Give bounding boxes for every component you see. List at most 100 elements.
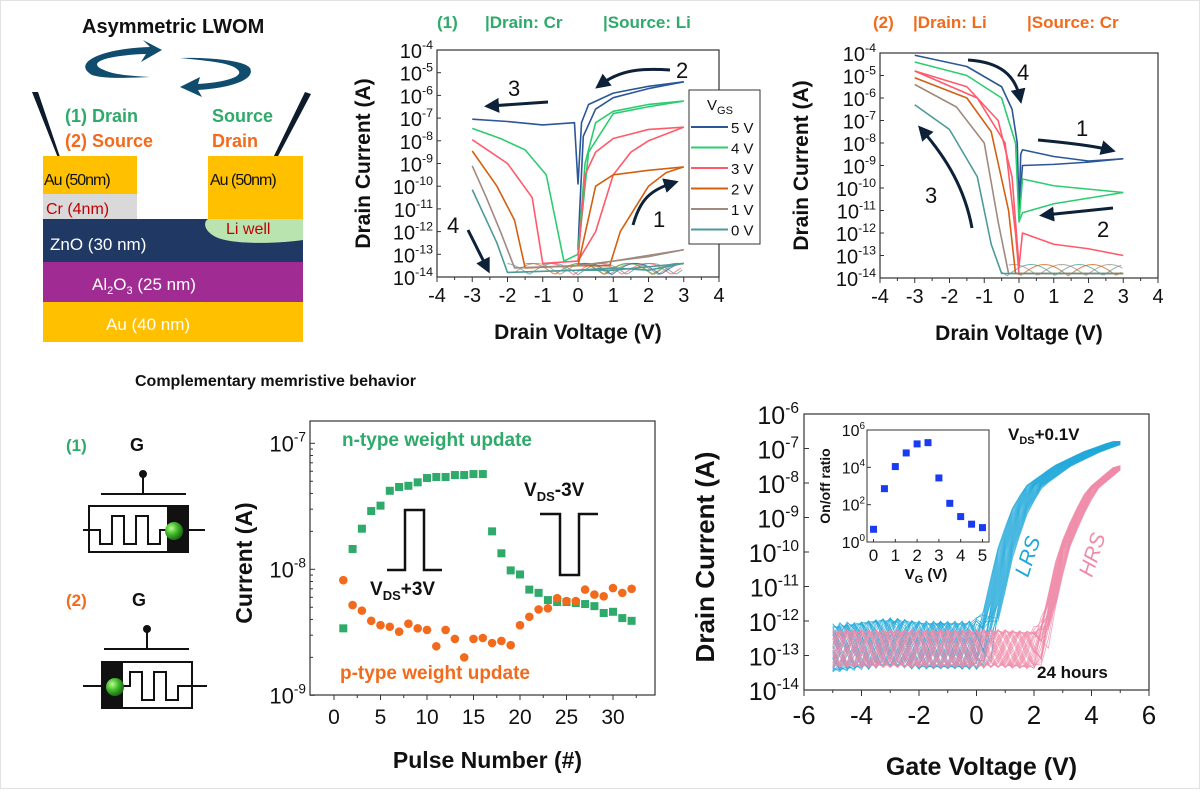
section-title: Complementary memristive behavior — [135, 373, 416, 390]
y-tick-label: 10-9 — [757, 503, 799, 533]
plot-area — [914, 54, 1124, 277]
plot-area — [832, 441, 1121, 673]
ion-ball-2-icon — [106, 678, 124, 696]
layer-cr-label: Cr (4nm) — [46, 201, 109, 218]
layer-li-well-label: Li well — [226, 221, 270, 238]
arrow-3-icon — [484, 97, 549, 113]
right-label-drain: Drain — [212, 131, 258, 151]
noise-1v — [1008, 264, 1123, 276]
annotation-4: 4 — [447, 213, 459, 238]
x-tick-label: -3 — [463, 285, 481, 307]
annotation-2: 2 — [1097, 217, 1109, 242]
n-type-point — [450, 471, 459, 480]
y-tick-label: 10-9 — [843, 154, 876, 179]
legend-entry: 4 V — [731, 141, 754, 158]
positive-pulse-icon — [387, 508, 442, 572]
rotation-arrows-icon — [85, 40, 251, 97]
y-axis-label: Drain Current (A) — [690, 452, 720, 663]
y-tick-label: 10-7 — [269, 429, 306, 456]
arrow-1-icon — [1037, 138, 1116, 155]
chart-pulse: 10-7 10-8 10-9 0 5 10 15 20 25 30 Pulse Number (#)… — [231, 420, 656, 773]
memristor-symbol-1: (1) G — [66, 435, 205, 553]
inset-point — [924, 439, 932, 447]
arrow-4-icon — [466, 229, 490, 274]
y-tick-label: 10-10 — [749, 538, 800, 568]
y-tick-label: 10-5 — [843, 64, 876, 89]
layer-au-bottom — [43, 302, 303, 342]
p-type-point — [432, 641, 441, 651]
y-tick-label: 10-6 — [400, 83, 433, 108]
p-type-point — [450, 634, 460, 644]
inset-point — [870, 525, 878, 533]
x-axis-label: Drain Voltage (V) — [494, 321, 662, 344]
p-type-point — [469, 634, 478, 644]
legend: VGS 5 V 4 V 3 V 2 V 1 V 0 V — [688, 89, 761, 245]
noise-1v — [514, 262, 681, 275]
x-tick-label: 15 — [462, 706, 485, 729]
layer-cr — [43, 194, 137, 219]
p-type-point — [441, 625, 450, 635]
series-2v-forward — [914, 77, 1124, 275]
p-type-point — [348, 600, 357, 610]
p-type-point — [394, 627, 404, 636]
arrow-2-icon — [595, 67, 671, 89]
x-tick-label: -4 — [850, 700, 873, 730]
p-type-point — [339, 575, 348, 585]
hrs-sweep — [832, 469, 1121, 669]
symbol-2-gate: G — [132, 590, 146, 610]
p-type-point — [478, 633, 488, 643]
p-type-point — [562, 596, 571, 606]
x-tick-label: -2 — [499, 285, 517, 307]
legend-title: VGS — [707, 97, 733, 117]
y-tick-label: 10-11 — [750, 572, 799, 602]
y-tick-label: 10-12 — [836, 221, 876, 246]
annotation-3: 3 — [925, 183, 937, 208]
chart-gate-transfer: 10-610-710-810-910-1010-1110-1210-1310-1… — [690, 400, 1156, 781]
x-tick-label: 0 — [969, 700, 983, 730]
n-type-point — [460, 471, 469, 480]
p-type-point — [376, 620, 385, 630]
inset-y-tick-label: 102 — [842, 495, 866, 514]
y-tick-label: 10-11 — [837, 199, 876, 224]
arrow-2-icon — [1039, 206, 1114, 222]
y-tick-label: 10-10 — [393, 174, 433, 199]
y-tick-label: 10-7 — [843, 109, 876, 134]
x-tick-label: -2 — [907, 700, 930, 730]
inset-x-tick-label: 3 — [934, 546, 943, 565]
y-tick-label: 10-11 — [394, 197, 433, 222]
chart2-title: (2) |Drain: Li |Source: Cr — [873, 13, 1119, 32]
y-tick-label: 10-9 — [269, 681, 306, 708]
series-0v-forward — [914, 104, 1124, 275]
p-type-label: p-type weight update — [340, 663, 530, 684]
n-type-point — [488, 527, 497, 536]
y-tick-label: 10-9 — [400, 152, 433, 177]
x-tick-label: 4 — [1152, 286, 1163, 308]
y-tick-label: 10-8 — [400, 129, 433, 154]
p-type-point — [385, 622, 395, 632]
y-tick-label: 10-5 — [400, 61, 433, 86]
inset-x-tick-label: 5 — [978, 546, 987, 565]
n-type-point — [599, 608, 608, 617]
x-axis-label: Gate Voltage (V) — [886, 753, 1077, 781]
n-type-point — [432, 473, 441, 482]
symbol-1-index: (1) — [66, 436, 87, 455]
n-type-point — [534, 588, 543, 597]
p-type-point — [497, 636, 506, 646]
x-axis-label: Drain Voltage (V) — [935, 322, 1103, 345]
n-type-point — [385, 486, 394, 495]
p-type-point — [459, 653, 469, 662]
legend-entry: 0 V — [731, 223, 754, 240]
x-tick-label: 25 — [555, 706, 578, 729]
ion-ball-1-icon — [165, 522, 183, 540]
p-type-point — [608, 583, 618, 593]
n-type-point — [339, 624, 348, 633]
n-type-point — [543, 596, 552, 605]
inset-point — [968, 520, 976, 528]
y-tick-label: 10-13 — [749, 641, 799, 671]
inset-x-tick-label: 2 — [912, 546, 921, 565]
memristor-1-icon — [83, 470, 205, 553]
plot-area — [471, 80, 685, 276]
series-5v-reverse — [1018, 157, 1124, 211]
left-label-source: (2) Source — [65, 131, 153, 151]
